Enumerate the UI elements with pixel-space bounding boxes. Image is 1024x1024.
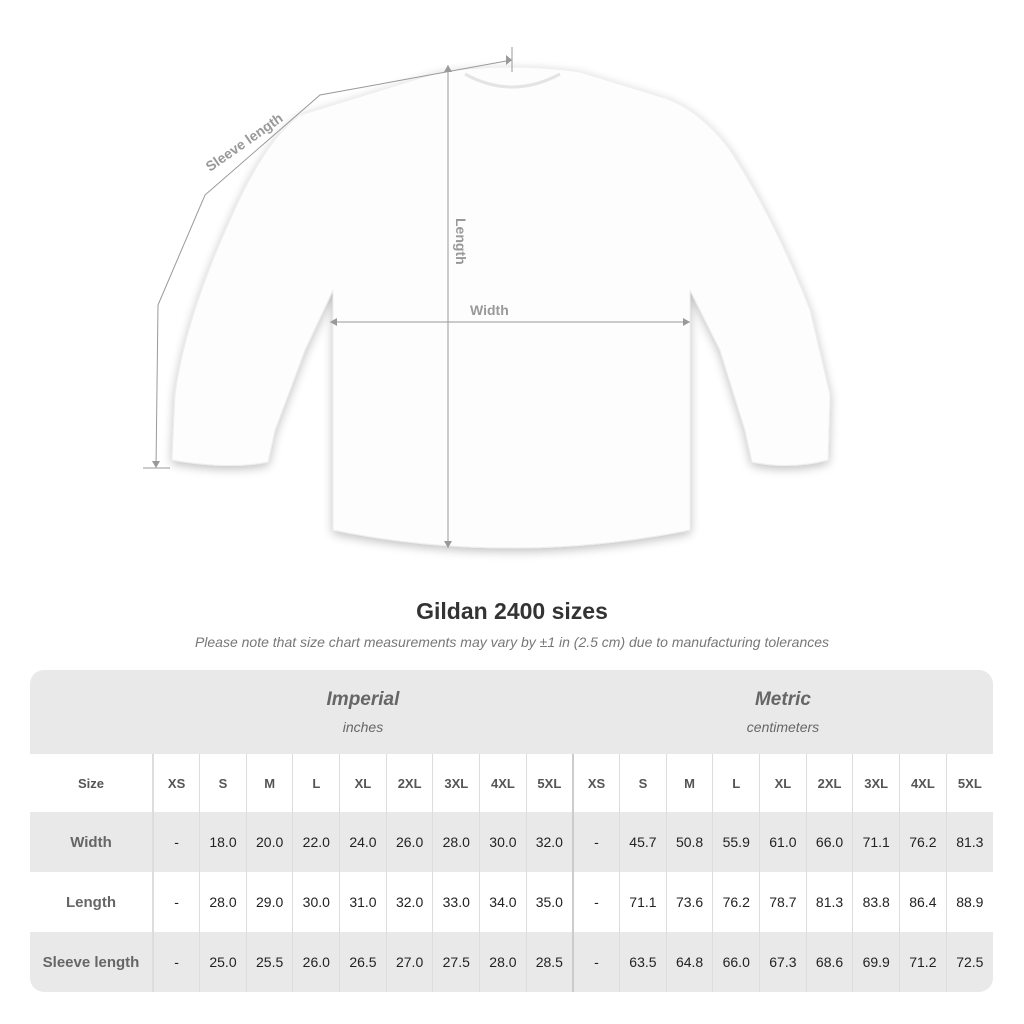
cell-metric: 71.1 bbox=[852, 812, 900, 872]
page-title: Gildan 2400 sizes bbox=[416, 598, 608, 624]
cell-imperial: 35.0 bbox=[525, 872, 573, 932]
cell-metric: 76.2 bbox=[899, 812, 947, 872]
cell-imperial: 28.0 bbox=[479, 932, 527, 992]
size-header-imperial: L bbox=[292, 754, 340, 812]
cell-metric: 66.0 bbox=[712, 932, 760, 992]
shirt-diagram: Sleeve length Length Width bbox=[143, 47, 831, 549]
cell-imperial: 28.5 bbox=[525, 932, 573, 992]
cell-metric: 76.2 bbox=[712, 872, 760, 932]
cell-metric: 64.8 bbox=[665, 932, 713, 992]
cell-imperial: 26.5 bbox=[339, 932, 387, 992]
metric-header: Metric centimeters bbox=[572, 670, 993, 754]
cell-imperial: 20.0 bbox=[245, 812, 293, 872]
size-header-imperial: S bbox=[199, 754, 247, 812]
cell-metric: 81.3 bbox=[945, 812, 993, 872]
cell-imperial: 33.0 bbox=[432, 872, 480, 932]
size-header-imperial: 5XL bbox=[525, 754, 573, 812]
cell-metric: 67.3 bbox=[759, 932, 807, 992]
cell-imperial: 30.0 bbox=[479, 812, 527, 872]
cell-imperial: 32.0 bbox=[385, 872, 433, 932]
size-header-imperial: 4XL bbox=[479, 754, 527, 812]
size-header-imperial: 2XL bbox=[385, 754, 433, 812]
size-header-metric: 4XL bbox=[899, 754, 947, 812]
cell-metric: 71.1 bbox=[619, 872, 667, 932]
size-header-metric: 5XL bbox=[945, 754, 993, 812]
tolerance-note: Please note that size chart measurements… bbox=[194, 634, 830, 650]
size-table: Imperial inches Metric centimeters Size … bbox=[30, 670, 993, 992]
cell-imperial: 18.0 bbox=[199, 812, 247, 872]
width-label: Width bbox=[470, 302, 509, 318]
cell-metric: 55.9 bbox=[712, 812, 760, 872]
cell-metric: 68.6 bbox=[805, 932, 853, 992]
cell-metric: 72.5 bbox=[945, 932, 993, 992]
cell-metric: 66.0 bbox=[805, 812, 853, 872]
cell-imperial: 26.0 bbox=[385, 812, 433, 872]
sleeve-measure-line bbox=[155, 59, 513, 469]
size-header-metric: XS bbox=[571, 754, 620, 812]
size-header-metric: 3XL bbox=[852, 754, 900, 812]
cell-metric: 73.6 bbox=[665, 872, 713, 932]
unit-header-row: Imperial inches Metric centimeters bbox=[30, 670, 993, 754]
cell-imperial: - bbox=[152, 812, 200, 872]
cell-imperial: 28.0 bbox=[432, 812, 480, 872]
cell-imperial: 30.0 bbox=[292, 872, 340, 932]
cell-metric: 50.8 bbox=[665, 812, 713, 872]
cell-metric: 71.2 bbox=[899, 932, 947, 992]
cell-imperial: - bbox=[152, 872, 200, 932]
cell-metric: 69.9 bbox=[852, 932, 900, 992]
cell-imperial: 27.5 bbox=[432, 932, 480, 992]
cell-imperial: 27.0 bbox=[385, 932, 433, 992]
length-label: Length bbox=[453, 218, 469, 265]
cell-imperial: 34.0 bbox=[479, 872, 527, 932]
table-row: Width -18.0 20.0 22.0 24.0 26.0 28.0 30.0 32.0-4… bbox=[30, 812, 993, 872]
cell-metric: 61.0 bbox=[759, 812, 807, 872]
cell-imperial: 24.0 bbox=[339, 812, 387, 872]
size-header-imperial: XL bbox=[339, 754, 387, 812]
row-label: Sleeve length bbox=[30, 932, 154, 992]
table-row: Sleeve length -25.0 25.5 26.0 26.5 27.0 27.5 28… bbox=[30, 932, 993, 992]
cell-metric: 81.3 bbox=[805, 872, 853, 932]
cell-metric: 83.8 bbox=[852, 872, 900, 932]
cell-imperial: 29.0 bbox=[245, 872, 293, 932]
cell-metric: - bbox=[571, 872, 620, 932]
cell-imperial: 26.0 bbox=[292, 932, 340, 992]
size-header-imperial: M bbox=[245, 754, 293, 812]
row-label: Width bbox=[30, 812, 154, 872]
size-label: Size bbox=[30, 754, 154, 812]
cell-metric: 45.7 bbox=[619, 812, 667, 872]
size-header-metric: XL bbox=[759, 754, 807, 812]
cell-imperial: 28.0 bbox=[199, 872, 247, 932]
size-header-metric: 2XL bbox=[805, 754, 853, 812]
long-sleeve-shirt bbox=[171, 66, 831, 549]
imperial-header: Imperial inches bbox=[153, 670, 573, 754]
cell-metric: 63.5 bbox=[619, 932, 667, 992]
size-header-metric: L bbox=[712, 754, 760, 812]
size-header-metric: S bbox=[619, 754, 667, 812]
cell-metric: - bbox=[571, 812, 620, 872]
size-row: Size XS S M L XL 2XL 3XL 4XL 5XL XS S M L XL 2XL 3XL 4XL… bbox=[30, 754, 993, 812]
row-label: Length bbox=[30, 872, 154, 932]
size-header-imperial: 3XL bbox=[432, 754, 480, 812]
size-header-imperial: XS bbox=[152, 754, 200, 812]
cell-metric: 78.7 bbox=[759, 872, 807, 932]
cell-imperial: 25.5 bbox=[245, 932, 293, 992]
cell-metric: - bbox=[571, 932, 620, 992]
cell-metric: 86.4 bbox=[899, 872, 947, 932]
cell-imperial: - bbox=[152, 932, 200, 992]
cell-metric: 88.9 bbox=[945, 872, 993, 932]
cell-imperial: 22.0 bbox=[292, 812, 340, 872]
cell-imperial: 31.0 bbox=[339, 872, 387, 932]
size-header-metric: M bbox=[665, 754, 713, 812]
cell-imperial: 25.0 bbox=[199, 932, 247, 992]
table-row: Length -28.0 29.0 30.0 31.0 32.0 33.0 34.0 35.0-… bbox=[30, 872, 993, 932]
cell-imperial: 32.0 bbox=[525, 812, 573, 872]
